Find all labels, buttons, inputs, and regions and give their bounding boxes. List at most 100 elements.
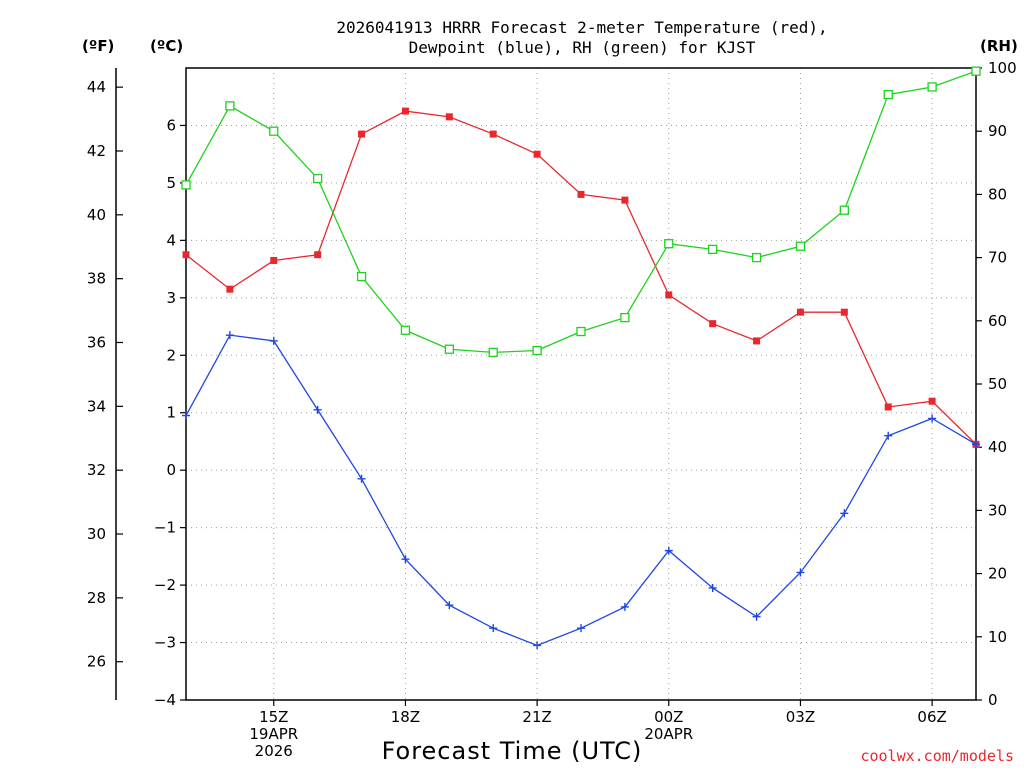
dewpoint-point [357, 474, 366, 483]
source-credit: coolwx.com/models [860, 747, 1014, 765]
dewpoint-point [884, 431, 893, 440]
2-meter-temperature-point [314, 251, 322, 259]
celsius-tick-label: 3 [166, 289, 176, 307]
fahrenheit-tick-label: 40 [87, 206, 106, 224]
celsius-tick-label: 1 [166, 404, 176, 422]
dewpoint-point [620, 602, 629, 611]
fahrenheit-tick-label: 34 [87, 397, 106, 415]
series-layer [181, 66, 981, 650]
celsius-tick-label: −4 [154, 691, 176, 709]
dewpoint-point [752, 612, 761, 621]
2-meter-temperature-point [840, 308, 848, 316]
x-tick-label: 2026 [255, 742, 293, 760]
dewpoint-point [533, 641, 542, 650]
celsius-tick-label: 5 [166, 174, 176, 192]
rh-tick-label: 50 [988, 375, 1007, 393]
rh-tick-label: 70 [988, 249, 1007, 267]
rh-tick-label: 10 [988, 628, 1007, 646]
rh-point [356, 271, 367, 282]
celsius-tick-label: −1 [154, 519, 176, 537]
rh-tick-label: 60 [988, 312, 1007, 330]
dewpoint-point [840, 509, 849, 518]
dewpoint-point [225, 331, 234, 340]
rh-tick-label: 80 [988, 185, 1007, 203]
dewpoint-point [445, 601, 454, 610]
dewpoint-point [401, 555, 410, 564]
rh-point [927, 82, 937, 92]
rh-tick-label: 0 [988, 691, 998, 709]
2-meter-temperature-point [358, 130, 366, 138]
rh-point [883, 89, 893, 100]
fahrenheit-tick-label: 28 [87, 589, 106, 607]
fahrenheit-tick-label: 26 [87, 653, 106, 671]
grid-layer [186, 68, 976, 700]
fahrenheit-tick-label: 42 [87, 142, 106, 160]
rh-point [313, 173, 323, 184]
2-meter-temperature-line [185, 110, 977, 445]
dewpoint-point [972, 440, 980, 449]
2-meter-temperature-point [577, 190, 585, 198]
dewpoint-point [269, 336, 278, 345]
fahrenheit-tick-label: 38 [87, 270, 106, 288]
2-meter-temperature-point [884, 403, 892, 411]
rh-point [708, 244, 718, 255]
dewpoint-point [313, 405, 322, 414]
rh-point [444, 344, 454, 354]
x-axis-title: Forecast Time (UTC) [382, 737, 643, 765]
2-meter-temperature-point [445, 113, 453, 121]
chart-title-line-1: 2026041913 HRRR Forecast 2-meter Tempera… [336, 18, 827, 37]
rh-line [185, 70, 977, 354]
x-tick-label: 00Z [654, 708, 683, 726]
rh-point [664, 239, 674, 249]
rh-point [795, 241, 806, 251]
2-meter-temperature-point [709, 320, 717, 328]
celsius-tick-label: 2 [166, 346, 176, 364]
fahrenheit-tick-label: 36 [87, 334, 106, 352]
x-tick-label: 06Z [917, 708, 946, 726]
ticks-layer: −4−3−2−101234562628303234363840424401020… [87, 59, 1017, 760]
chart-title-line-2: Dewpoint (blue), RH (green) for KJST [409, 38, 756, 57]
2-meter-temperature-point [753, 337, 761, 345]
fahrenheit-axis-label: (ºF) [82, 37, 114, 55]
rh-tick-label: 30 [988, 501, 1007, 519]
celsius-tick-label: 4 [166, 231, 176, 249]
rh-point [839, 205, 849, 215]
dewpoint-point [928, 414, 937, 423]
celsius-tick-label: −2 [154, 576, 176, 594]
rh-point [400, 325, 411, 335]
dewpoint-point [664, 546, 673, 555]
2-meter-temperature-point [226, 285, 234, 293]
dewpoint-point [182, 411, 190, 420]
x-tick-label: 20APR [644, 725, 693, 743]
dewpoint-point [796, 568, 805, 577]
rh-point [181, 180, 191, 190]
dewpoint-point [577, 624, 585, 633]
celsius-axis-label: (ºC) [150, 37, 183, 55]
2-meter-temperature-point [489, 130, 497, 138]
rh-tick-label: 20 [988, 565, 1007, 583]
rh-tick-label: 90 [988, 122, 1007, 140]
x-tick-label: 15Z [259, 708, 288, 726]
x-tick-label: 19APR [249, 725, 298, 743]
celsius-tick-label: 0 [166, 461, 176, 479]
2-meter-temperature-point [621, 196, 629, 204]
2-meter-temperature-point [182, 251, 190, 259]
fahrenheit-tick-label: 32 [87, 461, 106, 479]
rh-point [269, 126, 279, 136]
rh-tick-label: 40 [988, 438, 1007, 456]
x-tick-label: 18Z [391, 708, 420, 726]
rh-point [620, 312, 630, 323]
dewpoint-point [708, 583, 717, 592]
dewpoint-line [185, 334, 977, 647]
rh-point [576, 326, 586, 337]
rh-point [488, 347, 498, 358]
rh-tick-label: 100 [988, 59, 1017, 77]
rh-point [532, 345, 542, 356]
2-meter-temperature-point [796, 308, 804, 316]
fahrenheit-tick-label: 44 [87, 78, 106, 96]
rh-point [751, 252, 762, 263]
celsius-tick-label: 6 [166, 116, 176, 134]
2-meter-temperature-point [401, 107, 409, 115]
fahrenheit-tick-label: 30 [87, 525, 106, 543]
